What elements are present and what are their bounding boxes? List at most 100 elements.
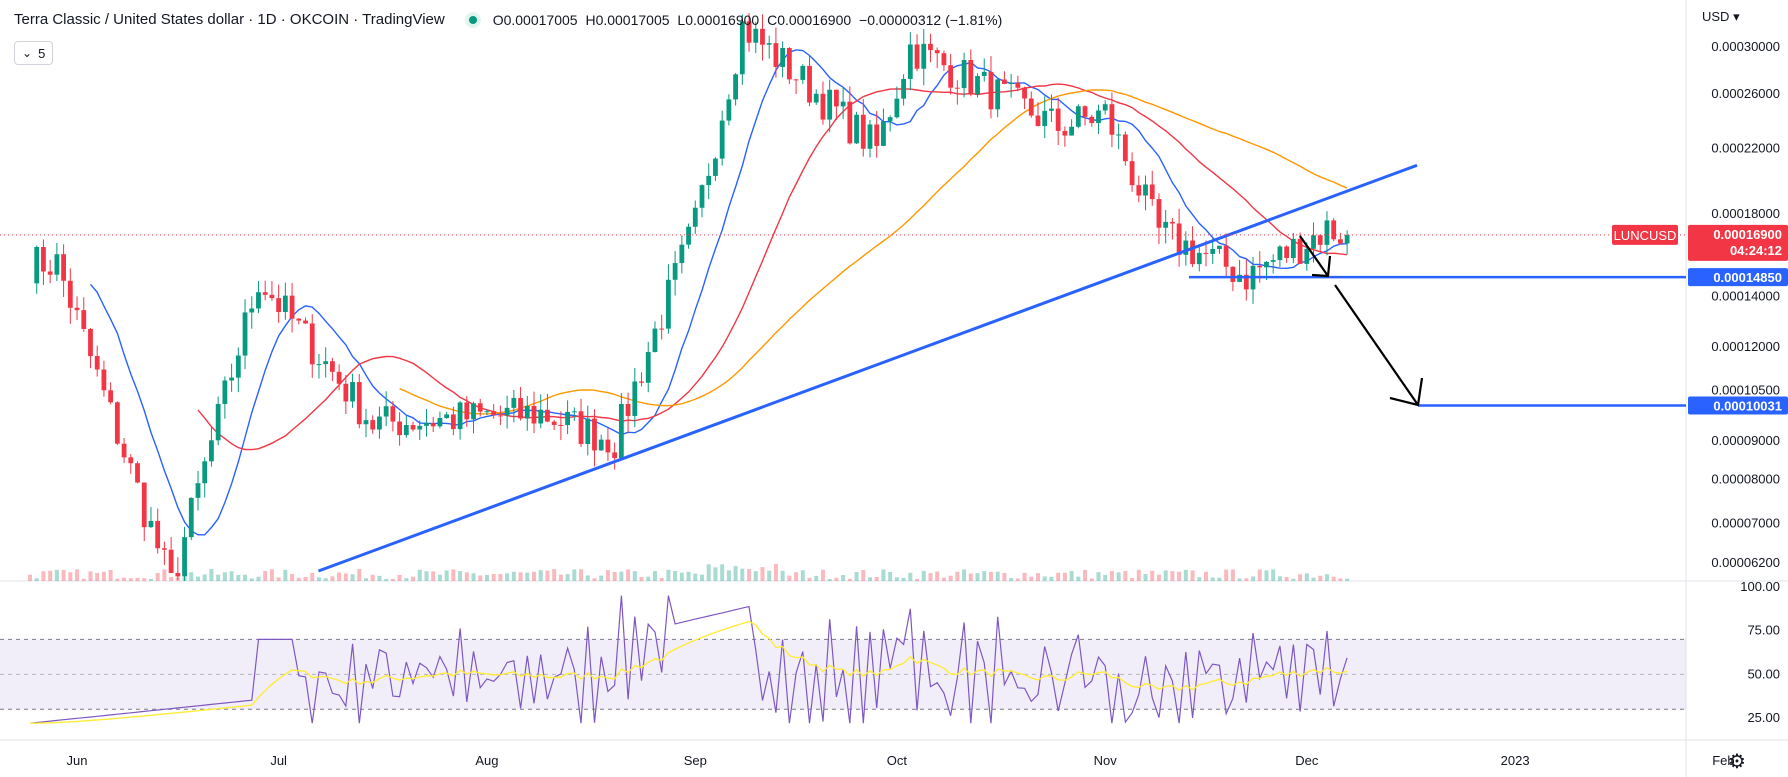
candle-body — [309, 323, 315, 365]
candle-body — [612, 452, 618, 459]
candle-body — [471, 403, 476, 420]
candle-body — [739, 21, 745, 75]
candle-body — [1149, 184, 1155, 200]
volume-bar — [276, 577, 281, 581]
volume-bar — [142, 578, 147, 581]
volume-bar — [1062, 572, 1067, 581]
volume-bar — [1318, 575, 1323, 581]
candle-body — [1122, 134, 1128, 162]
candle-body — [430, 423, 436, 427]
candle-body — [215, 403, 221, 441]
candle-body — [1183, 240, 1189, 255]
price-tick-label: 0.00026000 — [1711, 86, 1780, 101]
volume-bar — [236, 575, 241, 581]
candle-body — [618, 403, 624, 459]
volume-bar — [941, 577, 946, 581]
volume-bar — [1291, 578, 1296, 581]
candle-body — [1129, 161, 1135, 186]
candle-body — [128, 457, 134, 464]
candle-body — [692, 207, 698, 227]
volume-bar — [95, 572, 100, 581]
volume-bar — [222, 572, 227, 581]
volume-bar — [303, 576, 308, 581]
volume-bar — [626, 569, 631, 581]
volume-bar — [928, 573, 933, 581]
symbol-title[interactable]: Terra Classic / United States dollar · 1… — [14, 11, 445, 28]
indicators-toggle-button[interactable]: ⌄ 5 — [14, 41, 54, 65]
volume-bar — [1029, 576, 1034, 581]
candle-body — [1290, 238, 1296, 258]
candle-body — [148, 520, 154, 528]
candle-body — [975, 76, 980, 95]
volume-bar — [451, 569, 456, 581]
candle-body — [437, 418, 443, 427]
volume-bar — [323, 578, 328, 581]
gear-icon[interactable]: ⚙ — [1728, 751, 1746, 773]
volume-bar — [1331, 576, 1336, 581]
low-value: L0.00016900 — [677, 11, 760, 28]
volume-bar — [316, 577, 321, 581]
target-price-badge: 0.00010031 — [1688, 396, 1788, 415]
volume-bar — [505, 573, 510, 581]
price-tick-label: 0.00030000 — [1711, 39, 1780, 54]
candle-body — [780, 47, 786, 67]
candle-body — [343, 383, 349, 402]
volume-bar — [673, 570, 678, 581]
volume-bar — [1271, 569, 1276, 581]
chevron-down-icon: ▾ — [1733, 9, 1740, 24]
volume-bar — [753, 571, 758, 581]
rsi-ma-line — [30, 620, 1348, 724]
volume-bar — [1230, 569, 1235, 581]
candle-body — [1190, 240, 1195, 265]
candle-body — [403, 425, 409, 436]
market-status-icon[interactable] — [464, 11, 481, 28]
volume-bar — [881, 569, 886, 581]
candle-body — [377, 416, 382, 430]
candle-body — [786, 47, 792, 80]
volume-bar — [1304, 573, 1309, 581]
volume-bar — [686, 571, 691, 581]
candle-body — [746, 21, 752, 43]
projection-arrow-1 — [1299, 235, 1332, 278]
volume-bar — [484, 574, 489, 581]
volume-bar — [558, 574, 563, 581]
candle-body — [1062, 130, 1068, 136]
volume-bar — [290, 573, 295, 581]
volume-bar — [1103, 574, 1108, 581]
candle-body — [578, 411, 584, 445]
candle-body — [491, 411, 497, 416]
candle-body — [531, 405, 537, 424]
candle-body — [1082, 106, 1088, 117]
volume-bar — [1244, 578, 1249, 581]
candle-body — [921, 43, 927, 69]
volume-bar — [283, 569, 288, 581]
volume-bar — [404, 578, 409, 581]
currency-selector[interactable]: USD ▾ — [1702, 9, 1740, 25]
candle-body — [390, 406, 396, 422]
volume-bar — [666, 569, 671, 581]
rsi-tick-label: 75.00 — [1747, 623, 1780, 638]
volume-bar — [901, 577, 906, 581]
candle-body — [928, 43, 933, 51]
candle-body — [907, 44, 913, 79]
volume-bar — [155, 572, 160, 581]
candle-body — [303, 320, 308, 324]
candle-body — [1277, 246, 1283, 261]
volume-bar — [773, 564, 778, 581]
candle-body — [571, 411, 577, 413]
candle-body — [807, 65, 812, 103]
candle-body — [1022, 87, 1027, 99]
volume-bar — [1183, 569, 1188, 581]
volume-bar — [619, 571, 624, 581]
volume-bar — [1056, 572, 1061, 581]
candle-body — [773, 43, 779, 67]
volume-bar — [458, 570, 463, 581]
candle-body — [592, 418, 597, 451]
rsi-line — [29, 595, 1348, 724]
ma-slow-line — [399, 89, 1348, 415]
volume-bar — [1298, 574, 1303, 581]
volume-bar — [780, 570, 785, 581]
volume-bar — [814, 575, 819, 581]
candle-body — [155, 520, 161, 549]
